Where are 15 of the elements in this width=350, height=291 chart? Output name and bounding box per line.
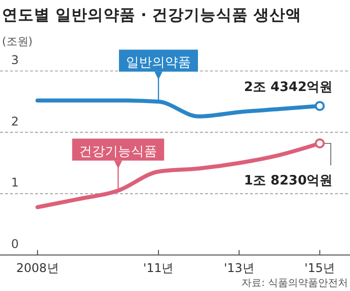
x-tick-label: '11년 [143,261,174,275]
x-tick-label: 2008년 [16,261,59,275]
x-tick-label: '15년 [304,261,336,275]
y-axis-title: (조원) [2,35,33,48]
y-tick-label: 2 [11,114,19,128]
x-tick-label: '13년 [224,261,254,275]
y-tick-label: 3 [11,53,19,67]
annotation: 2조 4342억원 [244,80,333,95]
y-tick-label: 0 [11,237,19,251]
y-tick-label: 1 [11,176,19,190]
chart-title: 연도별 일반의약품 · 건강기능식품 생산액 [2,6,302,24]
annotation: 1조 8230억원 [244,173,333,188]
series-label: 건강기능식품 [79,144,158,160]
text: 자료: 식품의약품안전처 [241,278,348,289]
text: 일반의약품 [126,56,191,71]
